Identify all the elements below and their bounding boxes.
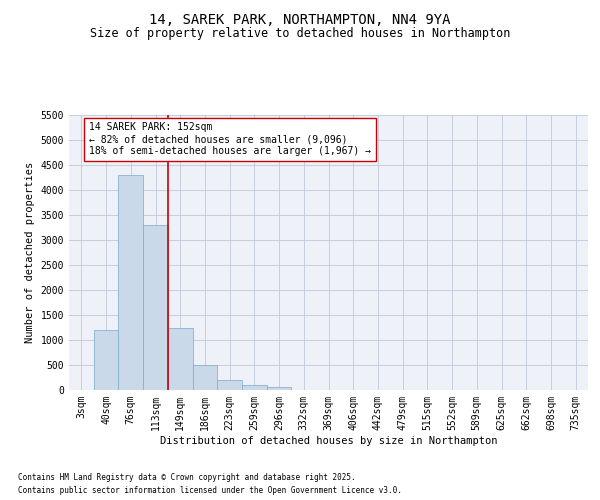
Bar xyxy=(193,365,217,390)
Bar xyxy=(217,380,242,390)
Text: Size of property relative to detached houses in Northampton: Size of property relative to detached ho… xyxy=(90,28,510,40)
Text: Contains public sector information licensed under the Open Government Licence v3: Contains public sector information licen… xyxy=(18,486,402,495)
Text: 14 SAREK PARK: 152sqm
← 82% of detached houses are smaller (9,096)
18% of semi-d: 14 SAREK PARK: 152sqm ← 82% of detached … xyxy=(89,122,371,156)
Bar xyxy=(118,175,143,390)
Bar xyxy=(168,328,193,390)
Text: Contains HM Land Registry data © Crown copyright and database right 2025.: Contains HM Land Registry data © Crown c… xyxy=(18,474,356,482)
Y-axis label: Number of detached properties: Number of detached properties xyxy=(25,162,35,343)
Bar xyxy=(143,225,168,390)
Bar xyxy=(94,330,118,390)
Text: 14, SAREK PARK, NORTHAMPTON, NN4 9YA: 14, SAREK PARK, NORTHAMPTON, NN4 9YA xyxy=(149,12,451,26)
X-axis label: Distribution of detached houses by size in Northampton: Distribution of detached houses by size … xyxy=(160,436,497,446)
Bar xyxy=(242,385,267,390)
Bar xyxy=(267,387,292,390)
